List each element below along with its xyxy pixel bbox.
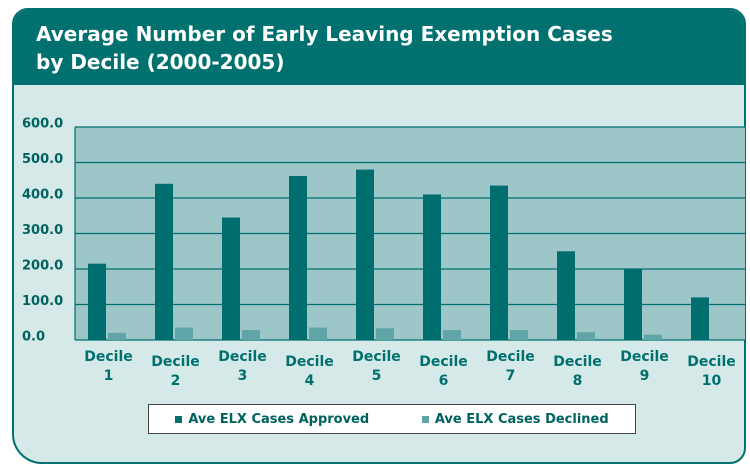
legend-swatch <box>421 415 429 423</box>
bar <box>510 330 528 340</box>
y-tick-label: 600.0 <box>22 117 63 132</box>
y-tick-label: 300.0 <box>22 223 63 238</box>
y-tick-label: 0.0 <box>22 330 45 345</box>
chart-title: by Decile (2000-2005) <box>36 50 285 74</box>
bar <box>644 334 662 340</box>
bar <box>624 269 642 340</box>
x-tick-label: Decile 1 <box>84 349 133 384</box>
bar <box>691 297 709 340</box>
x-tick-label: Decile 3 <box>218 349 267 384</box>
legend-item: Ave ELX Cases Declined <box>421 411 609 427</box>
header: Average Number of Early Leaving Exemptio… <box>14 10 744 85</box>
bar <box>443 330 461 340</box>
bar <box>222 217 240 340</box>
x-tick-label: Decile 5 <box>352 349 401 384</box>
bar <box>577 332 595 340</box>
bar <box>175 327 193 340</box>
bar <box>557 251 575 340</box>
bar <box>155 183 173 340</box>
y-tick-label: 500.0 <box>22 152 63 167</box>
bar <box>289 175 307 340</box>
legend: Ave ELX Cases Approved Ave ELX Cases Decl… <box>148 404 636 434</box>
chart-title: Average Number of Early Leaving Exemptio… <box>36 22 613 46</box>
x-tick-label: Decile 7 <box>486 349 535 384</box>
x-tick-label: Decile 9 <box>620 349 669 384</box>
x-tick-label: Decile 4 <box>285 354 334 389</box>
bar <box>356 169 374 340</box>
legend-label: Ave ELX Cases Declined <box>434 411 609 427</box>
bar <box>309 327 327 340</box>
legend-label: Ave ELX Cases Approved <box>188 411 370 427</box>
bar <box>242 330 260 340</box>
bar <box>423 194 441 340</box>
legend-item: Ave ELX Cases Approved <box>175 412 369 427</box>
y-tick-label: 200.0 <box>22 259 63 274</box>
bar <box>490 185 508 340</box>
x-tick-label: Decile 8 <box>553 354 602 389</box>
x-tick-label: Decile 6 <box>419 354 468 389</box>
y-tick-label: 100.0 <box>22 294 63 309</box>
bar <box>88 263 106 340</box>
x-tick-label: Decile 2 <box>151 354 200 389</box>
x-tick-label: Decile 10 <box>687 354 736 389</box>
bar <box>108 332 126 340</box>
y-tick-label: 400.0 <box>22 188 63 203</box>
bar <box>376 328 394 340</box>
legend-swatch <box>175 415 183 423</box>
